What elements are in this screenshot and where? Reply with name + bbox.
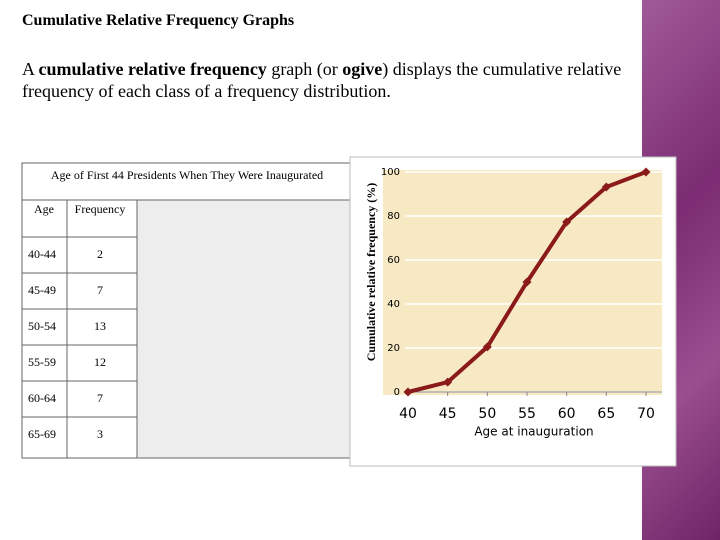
- data-point: [601, 182, 611, 192]
- text: graph (or: [266, 59, 343, 79]
- table-cell: 65-69: [28, 427, 56, 441]
- table-cell: 60-64: [28, 391, 56, 405]
- x-tick-label: 70: [637, 406, 655, 422]
- y-tick-label: 100: [381, 167, 400, 178]
- x-tick-label: 40: [399, 406, 417, 422]
- data-point: [562, 217, 572, 227]
- data-point: [522, 277, 532, 287]
- y-tick-label: 40: [387, 299, 400, 310]
- table-cell: 40-44: [28, 247, 56, 261]
- table-cell: 7: [97, 391, 103, 405]
- table-cell: 3: [97, 427, 103, 441]
- y-axis-label: Cumulative relative frequency (%): [364, 183, 378, 362]
- text: A: [22, 59, 39, 79]
- plot-area: [383, 170, 662, 395]
- data-point: [641, 167, 651, 177]
- table-cell: 12: [94, 355, 106, 369]
- x-tick-label: 55: [518, 406, 536, 422]
- data-point: [443, 377, 453, 387]
- x-axis-label: Age at inauguration: [474, 425, 593, 439]
- x-tick-label: 50: [478, 406, 496, 422]
- text: ) displays the cumulative relative frequ…: [22, 59, 622, 101]
- data-point: [403, 387, 413, 397]
- bold-term: ogive: [342, 59, 383, 79]
- table-cell: 2: [97, 247, 103, 261]
- table-cell: 55-59: [28, 355, 56, 369]
- table-cell: 50-54: [28, 319, 56, 333]
- intro-text: A cumulative relative frequency graph (o…: [22, 58, 637, 102]
- x-tick-label: 65: [597, 406, 615, 422]
- y-tick-label: 60: [387, 255, 400, 266]
- y-tick-label: 80: [387, 211, 400, 222]
- table-caption: Age of First 44 Presidents When They Wer…: [51, 168, 323, 182]
- bold-term: cumulative relative frequency: [38, 59, 267, 79]
- x-tick-label: 60: [558, 406, 576, 422]
- y-tick-label: 20: [387, 343, 400, 354]
- y-tick-label: 0: [394, 387, 400, 398]
- x-tick-label: 45: [439, 406, 457, 422]
- table-filler: [137, 200, 352, 458]
- table-header: Frequency: [75, 202, 126, 216]
- table-cell: 45-49: [28, 283, 56, 297]
- data-point: [482, 342, 492, 352]
- table-cell: 7: [97, 283, 103, 297]
- slide-title: Cumulative Relative Frequency Graphs: [22, 12, 295, 29]
- table-cell: 13: [94, 319, 106, 333]
- table-header: Age: [34, 202, 54, 216]
